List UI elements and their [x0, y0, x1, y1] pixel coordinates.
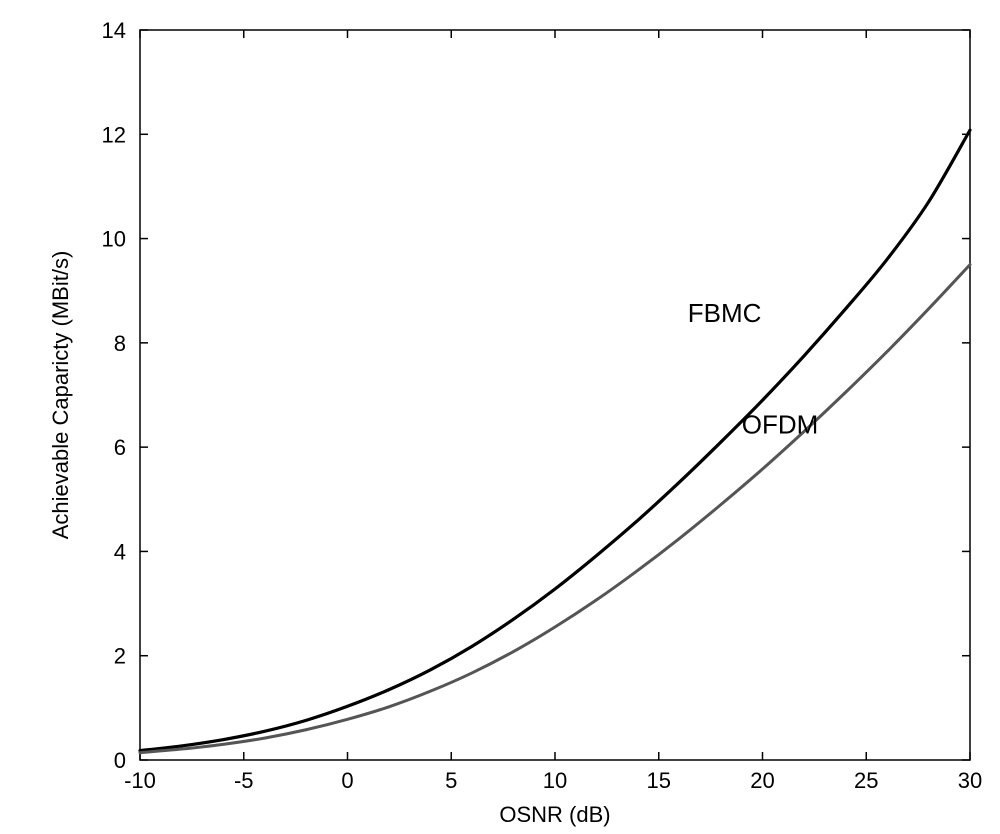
chart-svg: -10 -5 0 5 10 15 20 25 30 0 2 4 6 8 10 12 14 FBMC OFDM O…: [0, 0, 1000, 834]
x-tick-label: 20: [750, 768, 774, 793]
series: [140, 130, 970, 753]
y-tick-label: 0: [114, 748, 126, 773]
y-tick-label: 2: [114, 644, 126, 669]
y-axis-label: Achievable Caparicty (MBit/s): [48, 251, 73, 540]
annotation-ofdm: OFDM: [742, 410, 819, 440]
capacity-vs-osnr-chart: -10 -5 0 5 10 15 20 25 30 0 2 4 6 8 10 12 14 FBMC OFDM O…: [0, 0, 1000, 834]
annotations: FBMC OFDM: [688, 298, 818, 440]
y-tick-label: 6: [114, 435, 126, 460]
y-tick-label: 14: [102, 18, 126, 43]
x-ticks: [140, 30, 970, 760]
y-tick-label: 12: [102, 122, 126, 147]
y-ticks: [140, 30, 970, 760]
x-tick-label: 5: [445, 768, 457, 793]
x-tick-label: 25: [854, 768, 878, 793]
x-tick-label: 15: [647, 768, 671, 793]
series-fbmc: [140, 130, 970, 751]
x-tick-label: -5: [234, 768, 254, 793]
x-axis-label: OSNR (dB): [499, 802, 610, 827]
y-tick-label: 8: [114, 331, 126, 356]
x-tick-labels: -10 -5 0 5 10 15 20 25 30: [124, 768, 982, 793]
y-tick-label: 10: [102, 227, 126, 252]
x-tick-label: 30: [958, 768, 982, 793]
y-tick-label: 4: [114, 539, 126, 564]
annotation-fbmc: FBMC: [688, 298, 762, 328]
x-tick-label: -10: [124, 768, 156, 793]
x-tick-label: 10: [543, 768, 567, 793]
x-tick-label: 0: [341, 768, 353, 793]
y-tick-labels: 0 2 4 6 8 10 12 14: [102, 18, 126, 773]
series-ofdm: [140, 265, 970, 753]
axes-box: [140, 30, 970, 760]
